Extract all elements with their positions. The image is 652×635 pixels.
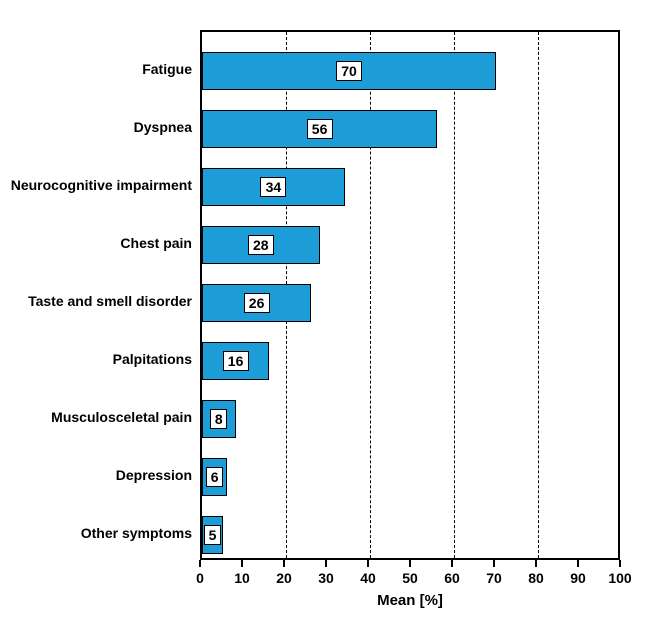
y-axis-label: Dyspnea bbox=[134, 119, 192, 135]
bar-value-label: 70 bbox=[336, 61, 362, 81]
y-axis-label: Chest pain bbox=[120, 235, 192, 251]
bar-value-label: 6 bbox=[206, 467, 223, 487]
x-tick bbox=[325, 560, 327, 567]
x-tick bbox=[619, 560, 621, 567]
bar-value-label: 16 bbox=[223, 351, 249, 371]
y-axis-label: Palpitations bbox=[113, 351, 192, 367]
gridline bbox=[454, 32, 455, 558]
x-tick bbox=[241, 560, 243, 567]
bar-value-label: 28 bbox=[248, 235, 274, 255]
bar-value-label: 26 bbox=[244, 293, 270, 313]
x-tick bbox=[535, 560, 537, 567]
x-axis-title: Mean [%] bbox=[200, 592, 620, 609]
y-axis-label: Depression bbox=[116, 467, 192, 483]
bar-value-label: 34 bbox=[260, 177, 286, 197]
bar-value-label: 8 bbox=[210, 409, 227, 429]
y-axis-label: Other symptoms bbox=[81, 525, 192, 541]
x-tick-label: 80 bbox=[516, 570, 556, 586]
x-tick-label: 20 bbox=[264, 570, 304, 586]
plot-area: 70 56 34 28 26 16 8 6 5 bbox=[200, 30, 620, 560]
y-axis-label: Taste and smell disorder bbox=[28, 293, 192, 309]
x-tick-label: 50 bbox=[390, 570, 430, 586]
x-tick-label: 30 bbox=[306, 570, 346, 586]
x-tick bbox=[367, 560, 369, 567]
x-tick-label: 0 bbox=[180, 570, 220, 586]
chart-container: 70 56 34 28 26 16 8 6 5 Fatigue Dyspnea Neurocognit… bbox=[0, 0, 652, 635]
x-tick bbox=[493, 560, 495, 567]
x-tick-label: 60 bbox=[432, 570, 472, 586]
x-tick bbox=[199, 560, 201, 567]
x-tick-label: 10 bbox=[222, 570, 262, 586]
bar-value-label: 56 bbox=[307, 119, 333, 139]
x-tick bbox=[451, 560, 453, 567]
gridline bbox=[538, 32, 539, 558]
y-axis-label: Musculosceletal pain bbox=[51, 409, 192, 425]
x-tick bbox=[577, 560, 579, 567]
x-tick-label: 70 bbox=[474, 570, 514, 586]
x-tick-label: 90 bbox=[558, 570, 598, 586]
x-tick-label: 100 bbox=[600, 570, 640, 586]
y-axis-label: Neurocognitive impairment bbox=[11, 177, 192, 193]
y-axis-label: Fatigue bbox=[142, 61, 192, 77]
x-tick bbox=[283, 560, 285, 567]
x-tick-label: 40 bbox=[348, 570, 388, 586]
bar-value-label: 5 bbox=[204, 525, 221, 545]
x-tick bbox=[409, 560, 411, 567]
